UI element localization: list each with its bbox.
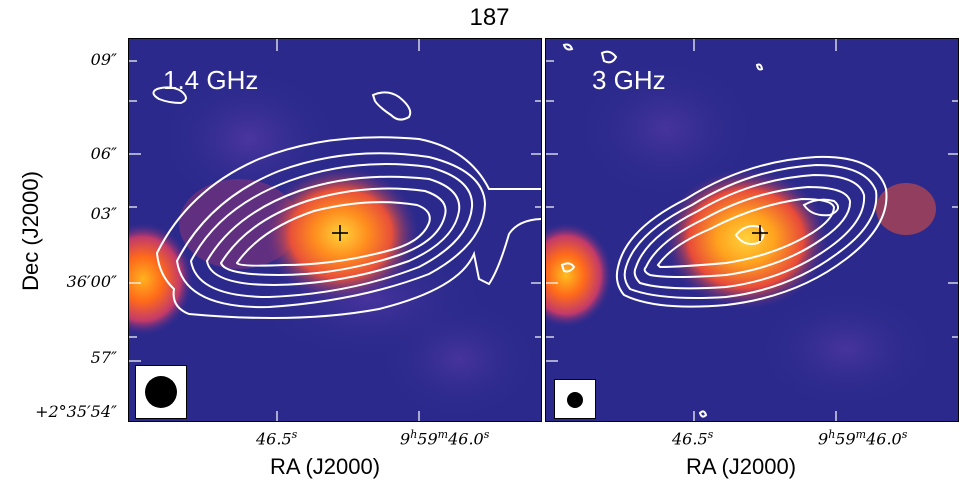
x-axis-label: RA (J2000) <box>686 454 797 479</box>
y-tick-label: 03″ <box>90 204 117 223</box>
beam-ellipse <box>567 392 583 408</box>
x-tick-label: 46.5s <box>672 428 714 449</box>
image-panel-3ghz: 3 GHz <box>545 38 959 422</box>
y-tick-label: 36′00″ <box>66 272 117 291</box>
frequency-label: 1.4 GHz <box>163 65 259 95</box>
x-tick-label: 9h59m46.0s <box>400 428 490 449</box>
x-axis-label: RA (J2000) <box>270 454 381 479</box>
y-axis-label: Dec (J2000) <box>18 171 43 291</box>
image-panel-1.4ghz: 1.4 GHz <box>128 38 542 422</box>
y-tick-label: 09″ <box>90 50 117 69</box>
beam-inset <box>554 379 596 419</box>
x-tick-label: 46.5s <box>256 428 298 449</box>
beam-ellipse <box>145 376 177 408</box>
y-tick-label: +2°35′54″ <box>35 402 117 421</box>
y-tick-label: 57″ <box>90 348 117 367</box>
radio-map-left <box>129 39 541 421</box>
figure-title: 187 <box>469 4 510 31</box>
beam-inset <box>135 365 187 419</box>
x-tick-label: 9h59m46.0s <box>818 428 908 449</box>
radio-map-right <box>546 39 958 421</box>
frequency-label: 3 GHz <box>592 65 666 95</box>
y-tick-label: 06″ <box>90 144 117 163</box>
